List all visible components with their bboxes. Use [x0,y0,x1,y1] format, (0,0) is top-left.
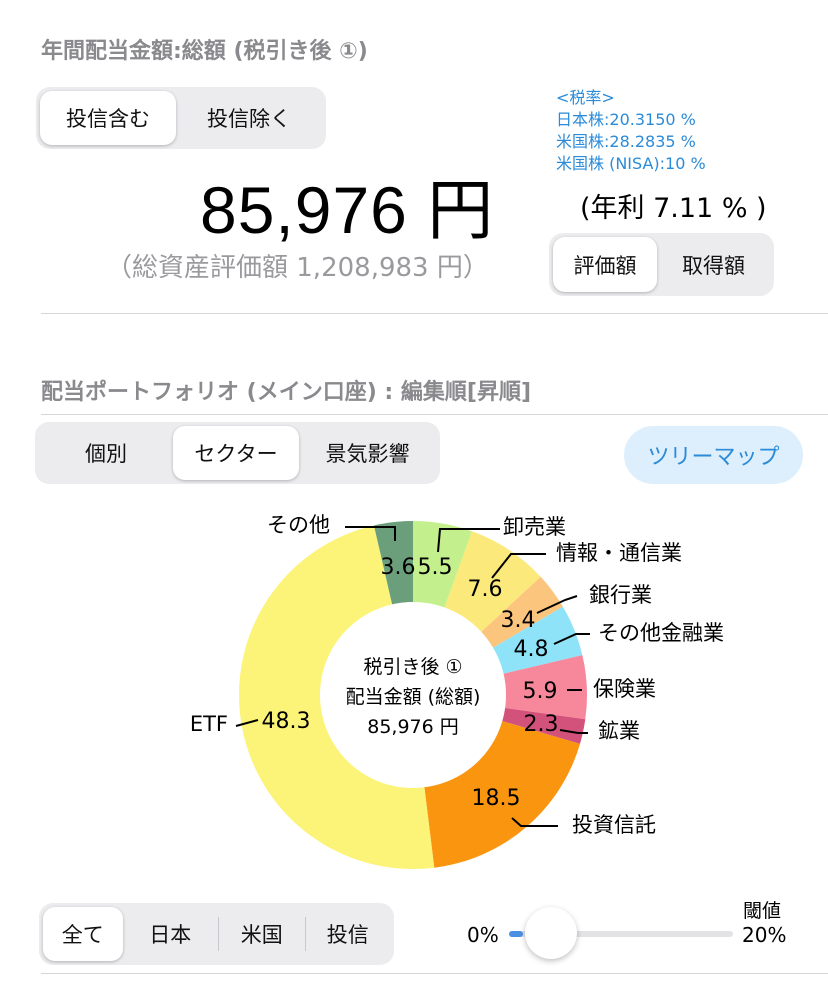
threshold-slider-fill [509,931,523,937]
slice-1[interactable] [444,531,541,632]
center-label-tax: 税引き後 ① [363,656,462,678]
slice-label-5: 鉱業 [598,719,640,743]
section-title-portfolio: 配当ポートフォリオ (メイン口座) : 編集順[昇順] [41,380,531,405]
sector-donut-chart: 5.5 7.6 3.4 4.8 5.9 2.3 18.5 48.3 3.6 卸売業情報・通信業銀… [190,513,724,869]
tab-economic-impact[interactable]: 景気影響 [325,442,410,466]
slice-5[interactable] [502,707,586,744]
slice-label-7: ETF [190,712,228,736]
valuation-toggle: 評価額 取得額 [549,233,774,296]
slice-value-6: 18.5 [472,786,521,811]
acquisition-cost-button[interactable]: 取得額 [682,253,745,278]
view-tabs: 個別 セクター 景気影響 [35,422,440,484]
tax-rate-us: 米国株:28.2835 % [556,132,696,151]
divider [41,313,828,314]
threshold-min-label: 0% [467,923,499,947]
leader-line-6 [511,817,558,827]
tax-rate-us-nisa: 米国株 (NISA):10 % [556,154,706,173]
slice-value-4: 5.9 [523,679,558,704]
slice-label-1: 情報・通信業 [556,541,682,565]
threshold-slider-thumb[interactable] [525,907,577,959]
chart-center-hole [333,615,493,775]
leader-line-0 [437,528,500,553]
slice-label-6: 投資信託 [572,813,656,837]
slice-value-8: 3.6 [381,555,416,580]
market-value-button[interactable]: 評価額 [553,237,657,292]
slice-label-4: 保険業 [593,677,656,701]
slice-label-0: 卸売業 [503,515,566,539]
tax-rate-heading: <税率> [556,88,615,107]
slice-0[interactable] [413,521,472,608]
slice-value-7: 48.3 [262,709,311,734]
annual-dividend-amount: 85,976 円 [200,173,495,247]
leader-line-2 [536,595,578,614]
slice-3[interactable] [493,606,583,674]
threshold-slider-track[interactable] [509,931,733,937]
slice-value-5: 2.3 [524,712,559,737]
slice-4[interactable] [503,655,588,720]
slice-7[interactable] [238,525,435,869]
slice-label-8: その他 [267,513,330,537]
slice-2[interactable] [481,576,563,648]
segment-divider [218,917,219,951]
divider [41,414,828,415]
filter-japan[interactable]: 日本 [149,923,192,947]
center-label-dividend: 配当金額 (総額) [346,686,481,708]
slice-value-2: 3.4 [501,608,536,633]
filter-us[interactable]: 米国 [240,923,283,947]
slice-value-1: 7.6 [468,577,503,602]
tab-sector[interactable]: セクター [173,426,299,480]
slice-label-3: その他金融業 [598,621,724,645]
leader-line-7 [235,719,259,727]
threshold-label: 閾値 [743,900,782,922]
include-funds-button[interactable]: 投信含む [40,91,176,145]
section-title-annual-dividend: 年間配当金額:総額 (税引き後 ①) [41,39,368,64]
slice-6[interactable] [424,721,581,868]
total-asset-value: （総資産評価額 1,208,983 円） [106,253,489,283]
slice-label-2: 銀行業 [589,583,652,607]
region-filter: 全て 日本 米国 投信 [39,903,394,965]
treemap-button[interactable]: ツリーマップ [624,426,803,484]
leader-line-5 [559,729,588,734]
tax-rate-box: <税率> 日本株:20.3150 % 米国株:28.2835 % 米国株 (NI… [556,87,706,175]
leader-line-1 [491,553,546,579]
slice-8[interactable] [373,521,413,605]
exclude-funds-button[interactable]: 投信除く [207,107,291,131]
center-label-amount: 85,976 円 [367,716,459,738]
leader-line-8 [345,526,396,541]
filter-funds[interactable]: 投信 [326,923,369,947]
divider [41,973,828,974]
slice-value-0: 5.5 [418,555,453,580]
fund-toggle: 投信含む 投信除く [36,87,326,149]
tab-individual[interactable]: 個別 [85,442,127,466]
threshold-max-label: 20% [742,923,787,947]
slice-value-3: 4.8 [514,637,549,662]
annual-yield: (年利 7.11 % ) [580,193,767,224]
tax-rate-japan: 日本株:20.3150 % [556,110,696,129]
segment-divider [304,917,306,951]
filter-all[interactable]: 全て [43,907,123,961]
leader-line-3 [553,633,590,645]
